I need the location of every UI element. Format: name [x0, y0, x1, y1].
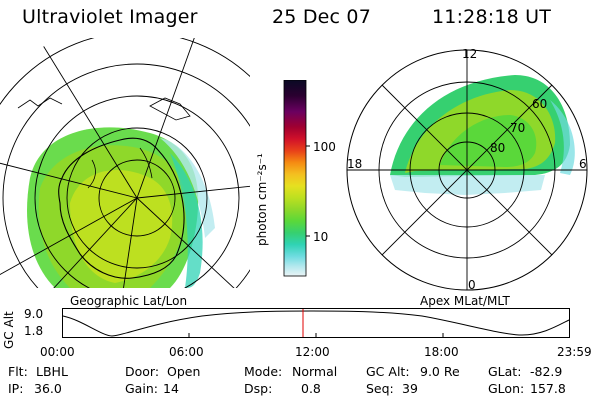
seq-key: Seq: [366, 381, 394, 396]
mlt-label-0: 0 [468, 278, 476, 292]
apex-caption: Apex MLat/MLT [420, 294, 510, 308]
flt-key: Flt: [8, 364, 28, 379]
colorbar-tick-100: 100 [313, 140, 336, 154]
mlt-label-12: 12 [462, 47, 478, 61]
app-title: Ultraviolet Imager [22, 6, 198, 28]
glon-key: GLon: [488, 381, 525, 396]
time-tick-2359: 23:59 [557, 345, 592, 359]
glat-value: -82.9 [530, 364, 563, 379]
gc-alt-value: 9.0 Re [420, 364, 460, 379]
mlt-label-18: 18 [347, 157, 363, 171]
geographic-caption: Geographic Lat/Lon [70, 294, 188, 308]
door-value: Open [167, 364, 201, 379]
mlt-label-6: 6 [579, 157, 587, 171]
ip-value: 36.0 [34, 381, 62, 396]
colorbar-tick-10: 10 [313, 230, 329, 244]
glat-key: GLat: [488, 364, 522, 379]
time-tick-1200: 12:00 [295, 345, 330, 359]
ip-key: IP: [8, 381, 24, 396]
alt-tick-high: 9.0 [24, 307, 44, 321]
orbit-timeline-plot [62, 308, 570, 338]
seq-value: 39 [402, 381, 418, 396]
colorbar [283, 80, 310, 277]
dsp-key: Dsp: [244, 381, 273, 396]
time-tick-0600: 06:00 [169, 345, 204, 359]
door-key: Door: [125, 364, 160, 379]
mlat-label-60: 60 [532, 97, 548, 111]
gc-alt-axis-label: GC Alt [2, 311, 16, 349]
mode-key: Mode: [244, 364, 283, 379]
geographic-image [0, 38, 250, 288]
time-tick-0000: 00:00 [40, 345, 75, 359]
colorbar-unit-label: photon cm⁻²s⁻¹ [255, 153, 269, 246]
time-tick-1800: 18:00 [424, 345, 459, 359]
mlat-label-70: 70 [510, 121, 526, 135]
apex-polar-plot [346, 49, 588, 291]
gc-alt-key: GC Alt: [366, 364, 410, 379]
glon-value: 157.8 [530, 381, 566, 396]
alt-tick-low: 1.8 [24, 324, 44, 338]
mode-value: Normal [292, 364, 338, 379]
date-label: 25 Dec 07 [272, 6, 371, 28]
time-label: 11:28:18 UT [432, 6, 552, 28]
gain-key: Gain: [125, 381, 158, 396]
gain-value: 14 [163, 381, 179, 396]
flt-value: LBHL [36, 364, 68, 379]
mlat-label-80: 80 [490, 141, 506, 155]
dsp-value: 0.8 [301, 381, 321, 396]
